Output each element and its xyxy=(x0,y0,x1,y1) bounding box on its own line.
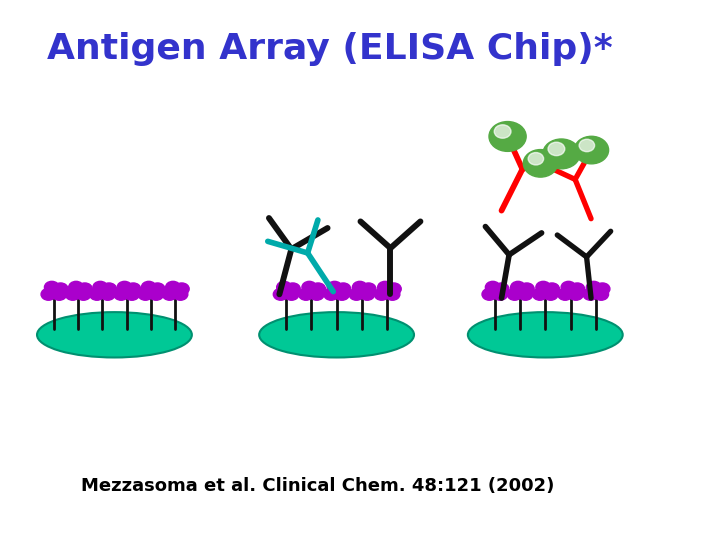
Circle shape xyxy=(117,281,132,293)
Circle shape xyxy=(349,288,364,300)
Circle shape xyxy=(41,288,56,300)
Circle shape xyxy=(548,142,564,156)
Circle shape xyxy=(558,288,572,300)
Circle shape xyxy=(66,288,80,300)
Circle shape xyxy=(68,281,84,293)
Circle shape xyxy=(544,288,558,300)
Circle shape xyxy=(285,283,300,295)
Circle shape xyxy=(324,288,338,300)
Circle shape xyxy=(336,283,351,295)
Circle shape xyxy=(125,288,140,300)
Circle shape xyxy=(284,288,299,300)
Circle shape xyxy=(510,281,526,293)
Circle shape xyxy=(570,283,585,295)
Circle shape xyxy=(102,283,117,295)
Circle shape xyxy=(327,281,342,293)
Circle shape xyxy=(52,288,67,300)
Circle shape xyxy=(76,288,91,300)
Circle shape xyxy=(53,283,68,295)
Circle shape xyxy=(93,281,108,293)
Circle shape xyxy=(528,153,544,165)
Circle shape xyxy=(561,281,576,293)
Circle shape xyxy=(508,288,522,300)
Circle shape xyxy=(533,288,547,300)
Circle shape xyxy=(594,288,608,300)
Circle shape xyxy=(485,281,500,293)
Circle shape xyxy=(378,281,392,293)
Circle shape xyxy=(569,288,583,300)
Text: Antigen Array (ELISA Chip)*: Antigen Array (ELISA Chip)* xyxy=(47,32,613,65)
Circle shape xyxy=(149,288,163,300)
Circle shape xyxy=(310,288,324,300)
Circle shape xyxy=(162,288,177,300)
Circle shape xyxy=(385,288,400,300)
Circle shape xyxy=(335,288,349,300)
Circle shape xyxy=(489,122,526,151)
Circle shape xyxy=(166,281,181,293)
Circle shape xyxy=(150,283,165,295)
Circle shape xyxy=(583,288,598,300)
Circle shape xyxy=(523,150,557,177)
Circle shape xyxy=(274,288,288,300)
Ellipse shape xyxy=(259,312,414,357)
Circle shape xyxy=(173,288,188,300)
Circle shape xyxy=(595,283,610,295)
Circle shape xyxy=(141,281,156,293)
Circle shape xyxy=(310,283,325,295)
Circle shape xyxy=(360,288,374,300)
Circle shape xyxy=(494,125,511,138)
Circle shape xyxy=(374,288,389,300)
Circle shape xyxy=(78,283,92,295)
Circle shape xyxy=(494,283,509,295)
Circle shape xyxy=(586,281,601,293)
Circle shape xyxy=(387,283,401,295)
Circle shape xyxy=(100,288,115,300)
Circle shape xyxy=(126,283,140,295)
Ellipse shape xyxy=(468,312,623,357)
Circle shape xyxy=(174,283,189,295)
Circle shape xyxy=(361,283,376,295)
Ellipse shape xyxy=(37,312,192,357)
Circle shape xyxy=(518,288,533,300)
Circle shape xyxy=(138,288,153,300)
Circle shape xyxy=(579,139,595,152)
Circle shape xyxy=(45,281,59,293)
Circle shape xyxy=(302,281,317,293)
Circle shape xyxy=(114,288,129,300)
Circle shape xyxy=(543,139,580,169)
Circle shape xyxy=(544,283,559,295)
Circle shape xyxy=(299,288,313,300)
Circle shape xyxy=(482,288,497,300)
Circle shape xyxy=(536,281,551,293)
Circle shape xyxy=(352,281,367,293)
Circle shape xyxy=(575,136,608,164)
Circle shape xyxy=(89,288,104,300)
Circle shape xyxy=(276,281,292,293)
Circle shape xyxy=(519,283,534,295)
Circle shape xyxy=(492,288,508,300)
Text: Mezzasoma et al. Clinical Chem. 48:121 (2002): Mezzasoma et al. Clinical Chem. 48:121 (… xyxy=(81,477,554,495)
